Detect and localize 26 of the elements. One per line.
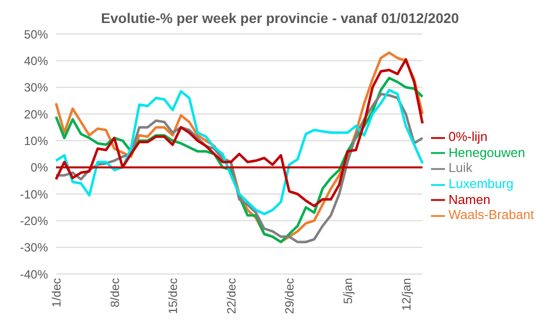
x-tick-label: 8/dec: [108, 278, 122, 308]
y-tick-label: -20%: [20, 214, 48, 228]
y-tick-label: -40%: [20, 267, 48, 282]
line-series: [54, 88, 424, 216]
x-tick-label: 22/dec: [224, 278, 238, 314]
legend-label: Namen: [448, 192, 490, 207]
x-tick-label: 12/jan: [399, 278, 414, 311]
y-tick-label: 10%: [24, 134, 48, 148]
y-tick-label: 30%: [24, 80, 48, 95]
x-tick-label: 5/jan: [341, 278, 356, 304]
x-tick-label: 29/dec: [282, 278, 297, 314]
y-tick-label: -30%: [20, 240, 48, 255]
legend-label: Luxemburg: [448, 176, 514, 191]
y-tick-label: 40%: [24, 54, 48, 68]
legend-label: Henegouwen: [448, 144, 526, 160]
y-tick-label: 0%: [30, 160, 48, 175]
legend-label: 0%-lijn: [448, 129, 488, 144]
line-series: [54, 58, 424, 208]
legend-label: Luik: [448, 160, 472, 176]
x-tick-label: 1/dec: [50, 278, 64, 308]
legend-label: Waals-Brabant: [448, 207, 534, 222]
y-tick-label: -10%: [20, 187, 48, 202]
y-tick-label: 50%: [24, 27, 48, 42]
chart-title: Evolutie-% per week per provincie - vanaf 01/012/2020: [100, 9, 460, 28]
x-tick-label: 15/dec: [166, 278, 180, 314]
y-tick-label: 20%: [24, 107, 48, 122]
